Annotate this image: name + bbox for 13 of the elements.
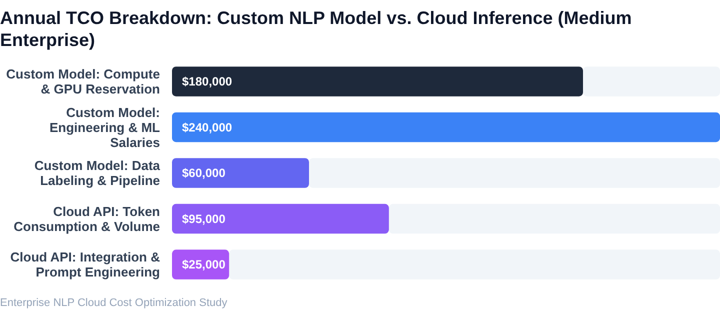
text: Enterprise NLP Cloud Cost Optimization Study — [0, 297, 228, 309]
y-tick-label: Cloud API: Token Consumption & Volume — [14, 204, 160, 234]
y-tick-label: Custom Model: Compute & GPU Reservation — [6, 66, 160, 97]
bar — [172, 112, 720, 142]
data-label: $180,000 — [182, 74, 232, 89]
data-label: $95,000 — [182, 212, 226, 226]
data-label: $60,000 — [182, 166, 226, 180]
y-tick-label: Custom Model: Data Labeling & Pipeline — [34, 158, 161, 188]
chart-title: Annual TCO Breakdown: Custom NLP Model vs. Cloud Inference (Medium Enterprise) — [0, 8, 632, 50]
data-label: $240,000 — [182, 120, 232, 134]
data-label: $25,000 — [182, 258, 226, 272]
y-tick-label: Cloud API: Integration & Prompt Engineering — [10, 250, 160, 280]
y-tick-label: Custom Model: Engineering & ML Salaries — [50, 104, 160, 150]
